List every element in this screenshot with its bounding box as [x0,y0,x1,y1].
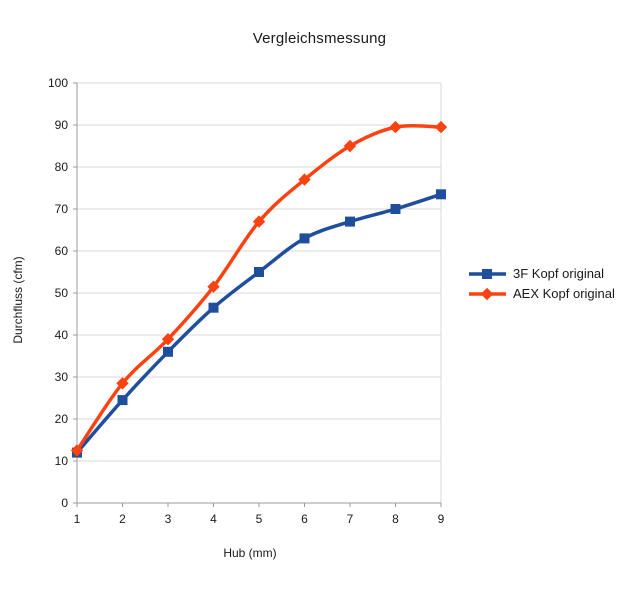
x-tick-label: 1 [74,512,81,526]
marker-square-3f-kopf-original [299,233,310,244]
x-tick-label: 3 [165,512,172,526]
marker-diamond-aex-kopf-original [207,280,220,293]
marker-square-3f-kopf-original [436,189,446,200]
legend-entry-aex-kopf-original: AEX Kopf original [469,286,615,301]
marker-diamond-aex-kopf-original [161,333,175,346]
legend-marker-square [482,268,492,279]
marker-square-3f-kopf-original [117,395,128,406]
x-tick-label: 2 [119,512,126,526]
legend-label: AEX Kopf original [513,286,615,301]
y-tick-label: 80 [55,160,69,174]
x-tick-label: 5 [256,512,263,526]
marker-diamond-aex-kopf-original [298,173,311,186]
y-tick-label: 70 [55,202,69,216]
y-tick-label: 90 [55,118,69,132]
marker-square-3f-kopf-original [163,346,173,357]
legend-swatch-square [469,268,506,279]
marker-diamond-aex-kopf-original [252,215,266,228]
marker-diamond-aex-kopf-original [70,444,84,457]
marker-diamond-aex-kopf-original [116,377,129,390]
y-tick-label: 60 [55,244,69,258]
y-tick-label: 10 [55,454,69,468]
x-tick-label: 8 [392,512,399,526]
series-line-aex-kopf-original [75,123,443,453]
x-tick-label: 9 [438,512,445,526]
marker-square-3f-kopf-original [208,302,219,313]
series-line-3f-kopf-original [75,192,443,455]
y-tick-label: 30 [55,370,69,384]
marker-diamond-aex-kopf-original [389,120,402,134]
marker-diamond-aex-kopf-original [434,120,448,134]
marker-square-3f-kopf-original [390,204,401,214]
x-axis-title: Hub (mm) [223,546,277,560]
y-tick-label: 0 [61,496,68,510]
y-tick-label: 100 [48,76,68,90]
legend-swatch-diamond [469,287,506,300]
marker-square-3f-kopf-original [345,216,355,227]
y-tick-label: 50 [55,286,69,300]
chart-title: Vergleichsmessung [252,30,387,47]
marker-square-3f-kopf-original [254,267,264,277]
legend-marker-diamond [480,287,494,300]
y-axis-title: Durchfluss (cfm) [11,256,25,344]
x-tick-label: 7 [347,512,354,526]
legend: 3F Kopf original AEX Kopf original [469,266,615,306]
legend-entry-3f-kopf-original: 3F Kopf original [469,266,615,281]
marker-diamond-aex-kopf-original [343,139,357,153]
y-tick-label: 20 [55,412,69,426]
x-tick-label: 4 [210,512,217,526]
x-tick-label: 6 [301,512,308,526]
y-tick-label: 40 [55,328,69,342]
legend-label: 3F Kopf original [513,266,605,281]
